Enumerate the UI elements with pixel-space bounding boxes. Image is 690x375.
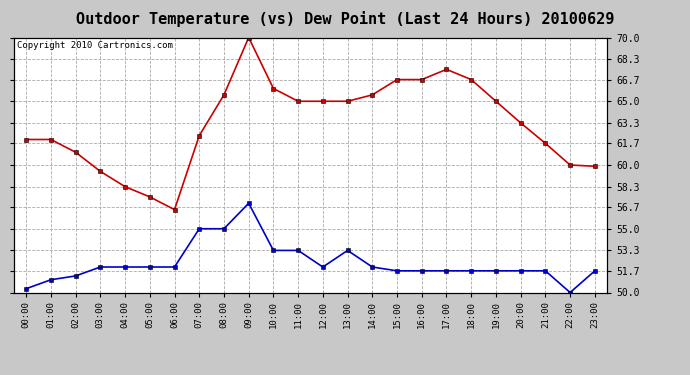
Text: Copyright 2010 Cartronics.com: Copyright 2010 Cartronics.com (17, 41, 172, 50)
Text: Outdoor Temperature (vs) Dew Point (Last 24 Hours) 20100629: Outdoor Temperature (vs) Dew Point (Last… (76, 11, 614, 27)
